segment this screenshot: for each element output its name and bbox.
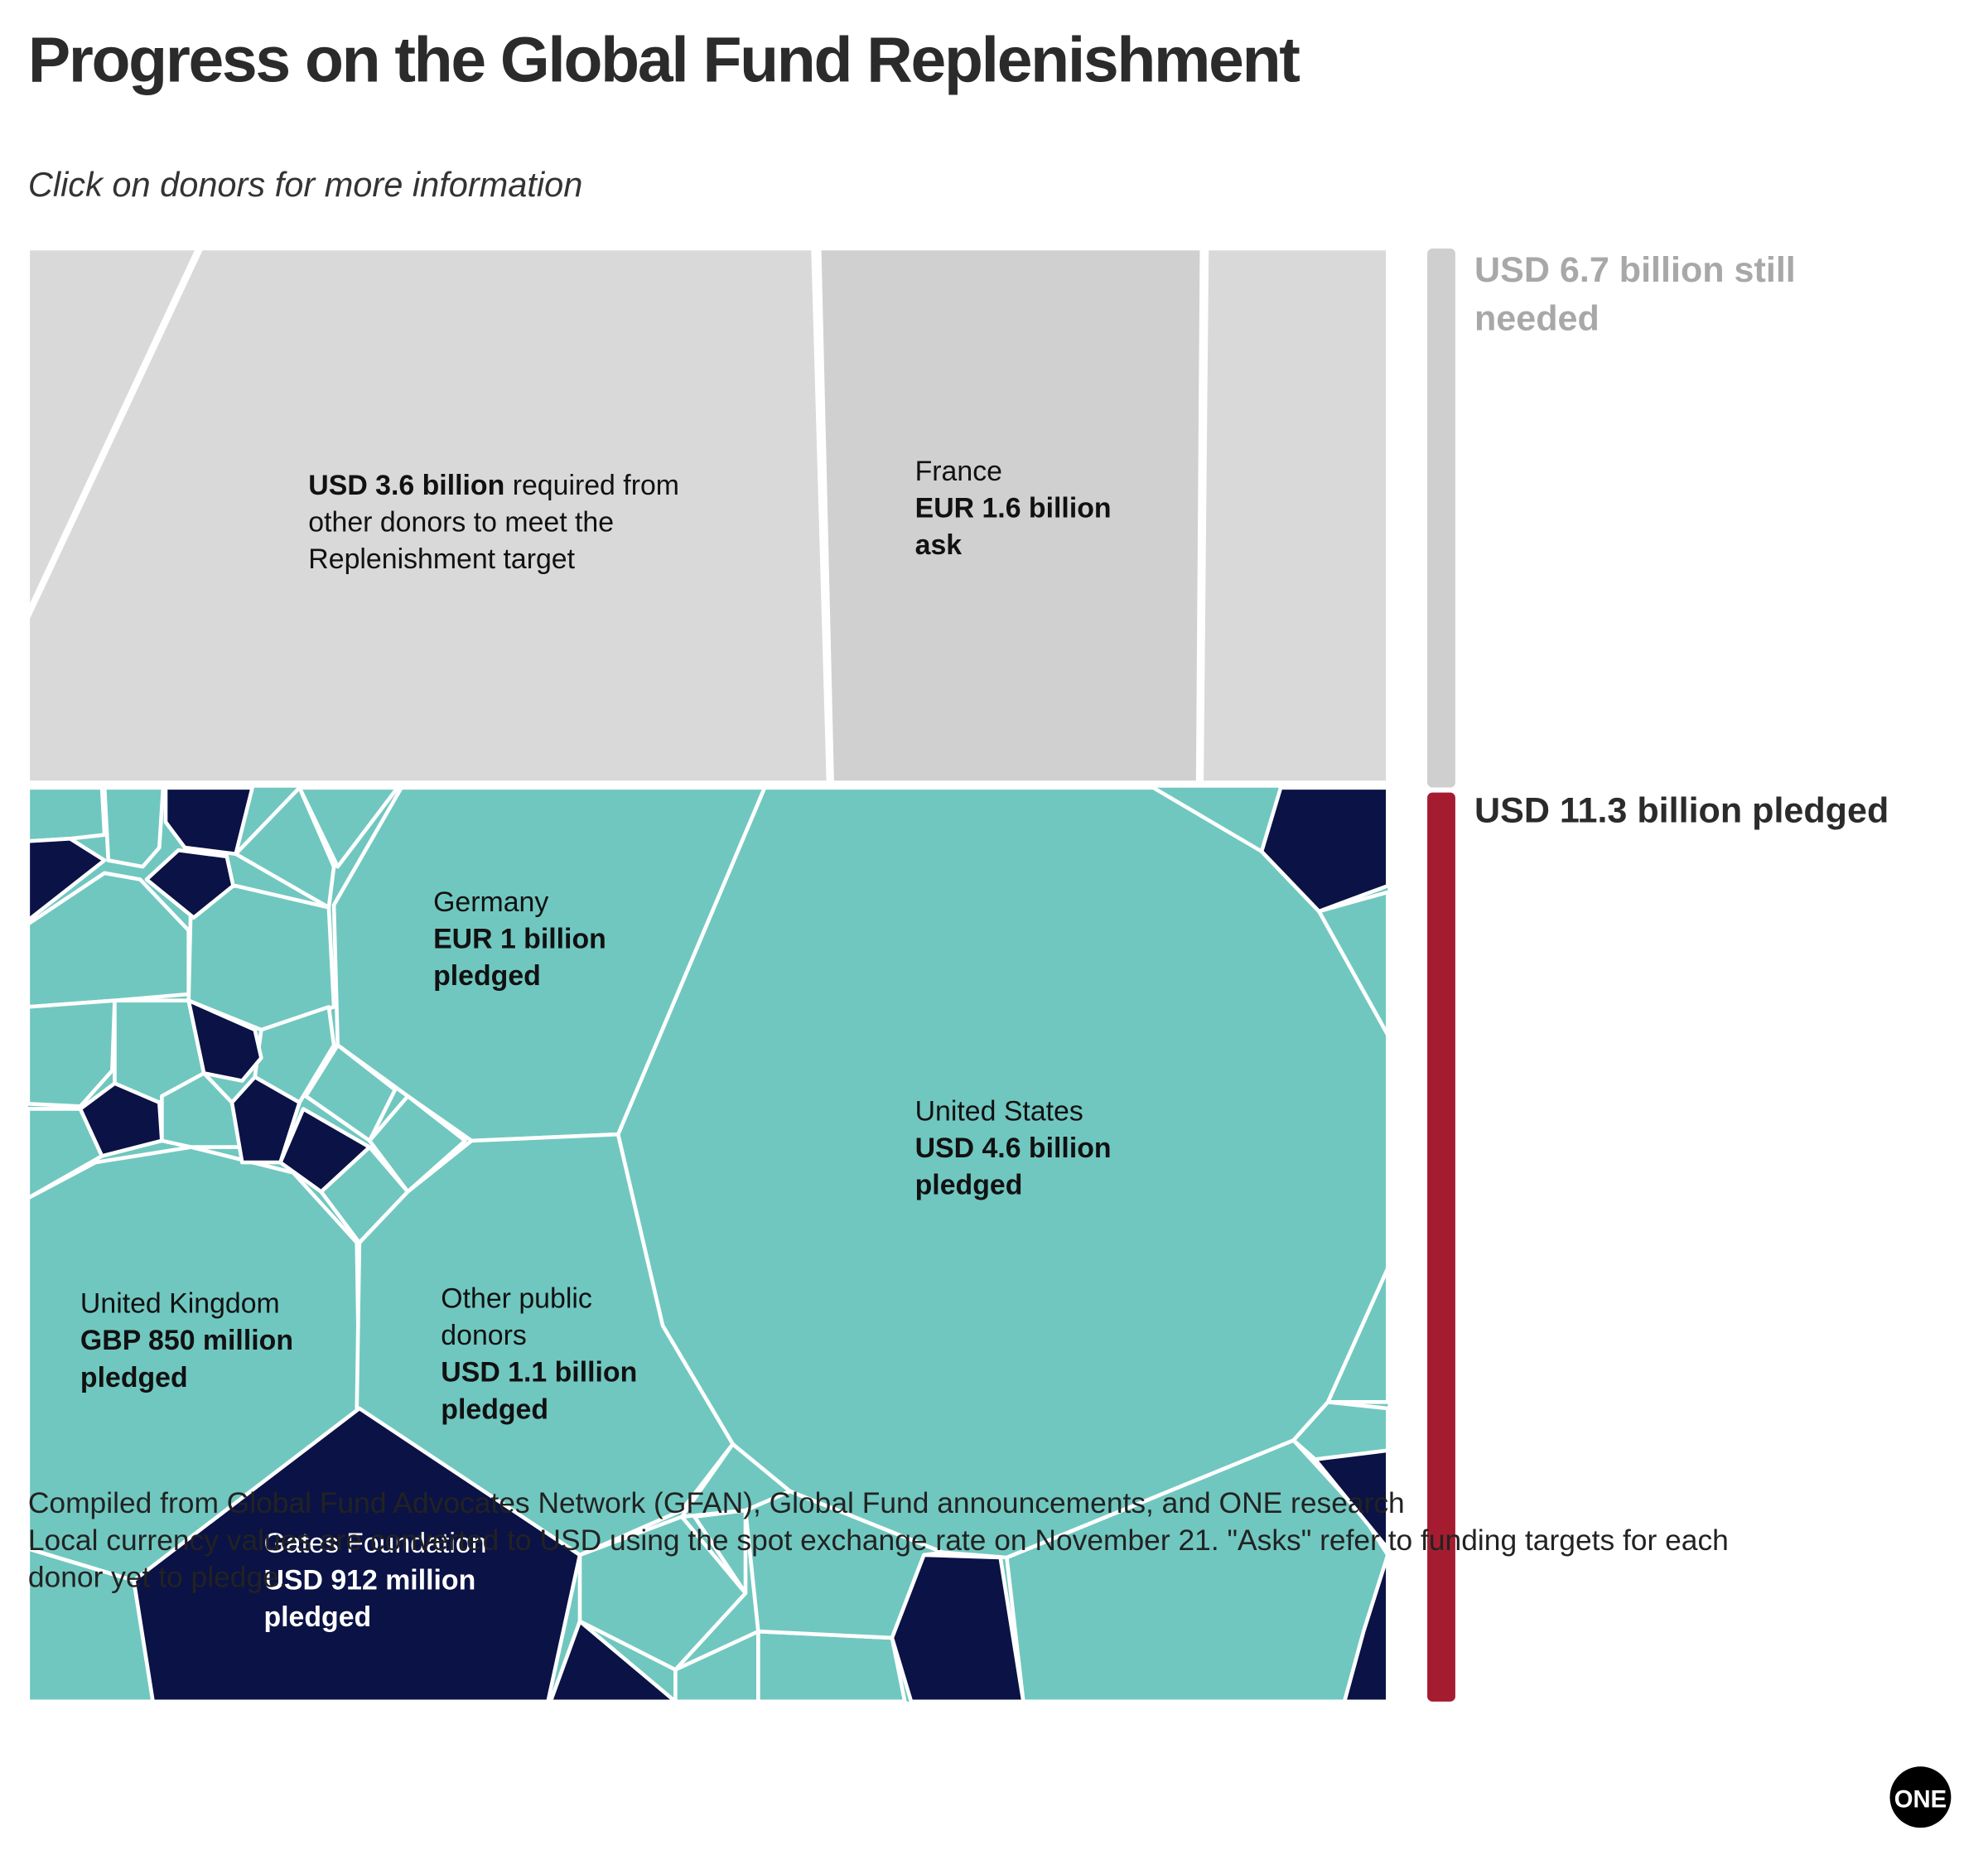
donor-name: United Kingdom [80,1287,280,1320]
cell [1259,785,1390,914]
cell [229,1075,302,1165]
donor-cell[interactable] [132,1406,582,1704]
donor-label: Germany EUR 1 billion pledged [433,883,637,994]
donor-name: Gates Foundation [263,1527,487,1559]
donor-name: United States [914,1094,1083,1127]
donor-label: Other public donors USD 1.1 billion pledg… [441,1280,644,1427]
donor-amount: USD 1.1 billion pledged [441,1355,638,1425]
remaining-label: USD 3.6 billion required from other dono… [308,466,691,577]
notes: Compiled from Global Fund Advocates Netw… [28,1485,1749,1596]
cell [102,785,166,869]
cell [548,1619,678,1704]
cell [26,785,107,843]
cell [253,1005,336,1105]
donor-name: Other public donors [441,1282,592,1351]
cell [26,998,117,1108]
cell [144,848,235,920]
cell [1313,1448,1390,1551]
donor-amount: EUR 1 billion pledged [433,922,606,992]
donor-amount: USD 912 million pledged [263,1563,476,1633]
summary-segment [1427,248,1455,788]
donor-cell[interactable] [817,246,1204,785]
donor-amount: USD 4.6 billion pledged [914,1132,1112,1201]
donor-label: United Kingdom GBP 850 million pledged [80,1285,303,1396]
donor-cell[interactable] [331,785,767,1143]
logo-circle [1889,1766,1952,1828]
cell [234,785,336,910]
needed-label: USD 6.7 billion still needed [1474,249,1796,338]
method-note: Local currency values are converted to U… [27,1523,1729,1594]
remaining-amount: USD 3.6 billion [308,469,505,501]
donor-label: France EUR 1.6 billion ask [915,452,1132,563]
summary-segment [1427,792,1455,1702]
source-note: Compiled from Global Fund Advocates Netw… [27,1485,1405,1519]
cell [163,785,254,857]
cell [303,1043,398,1143]
cell [78,1081,164,1158]
cell [890,1553,1025,1704]
cell [26,246,831,785]
cell [1199,246,1390,785]
cell [577,1514,748,1672]
subtitle: Click on donors for more information [27,165,583,205]
cell [1342,1553,1390,1704]
donor-label: United States USD 4.6 billion pledged [915,1092,1132,1203]
donor-amount: EUR 1.6 billion ask [914,491,1112,561]
donor-label: Gates Foundation USD 912 million pledged [263,1524,499,1635]
pledged-label: USD 11.3 billion pledged [1474,790,1889,830]
cell [26,836,107,923]
cell [756,1629,907,1704]
chart-title: Progress on the Global Fund Replenishmen… [27,24,1300,96]
logo: ONE [1894,1787,1947,1814]
cell [278,1107,372,1194]
donor-name: France [914,455,1002,487]
cell [26,246,200,614]
cell [692,1508,748,1596]
cell [186,998,263,1083]
donor-amount: GBP 850 million pledged [80,1324,294,1393]
remaining-note: required from other donors to meet the R… [308,469,679,575]
donor-name: Germany [433,886,549,918]
